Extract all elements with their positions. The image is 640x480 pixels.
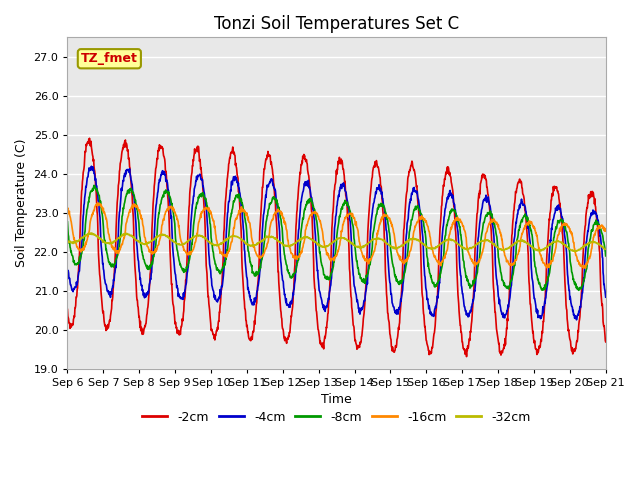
-16cm — [184, 252, 191, 258]
-2cm — [86, 135, 93, 141]
-16cm — [171, 209, 179, 215]
-4cm — [602, 294, 609, 300]
-8cm — [491, 221, 499, 227]
-4cm — [491, 241, 499, 247]
-2cm — [463, 354, 470, 360]
-16cm — [244, 217, 252, 223]
-8cm — [90, 182, 98, 188]
-4cm — [573, 317, 580, 323]
-32cm — [87, 230, 95, 236]
-16cm — [63, 206, 71, 212]
-8cm — [244, 243, 252, 249]
-4cm — [420, 266, 428, 272]
-2cm — [184, 245, 191, 251]
X-axis label: Time: Time — [321, 393, 352, 406]
-8cm — [63, 219, 71, 225]
-16cm — [420, 216, 428, 222]
-32cm — [491, 242, 499, 248]
-32cm — [244, 242, 252, 248]
-2cm — [171, 312, 179, 318]
-8cm — [184, 264, 191, 269]
-4cm — [171, 264, 179, 269]
-16cm — [538, 255, 546, 261]
-16cm — [580, 265, 588, 271]
-2cm — [539, 330, 547, 336]
Line: -8cm: -8cm — [67, 185, 605, 290]
-4cm — [63, 267, 71, 273]
-2cm — [491, 309, 499, 315]
-16cm — [95, 200, 102, 206]
Title: Tonzi Soil Temperatures Set C: Tonzi Soil Temperatures Set C — [214, 15, 459, 33]
-32cm — [602, 246, 609, 252]
-2cm — [63, 307, 71, 312]
-8cm — [171, 218, 179, 224]
Text: TZ_fmet: TZ_fmet — [81, 52, 138, 65]
-16cm — [602, 228, 609, 234]
-4cm — [538, 312, 546, 318]
-2cm — [244, 330, 252, 336]
-32cm — [538, 247, 546, 252]
-4cm — [88, 163, 95, 169]
Line: -32cm: -32cm — [67, 233, 605, 252]
Line: -4cm: -4cm — [67, 166, 605, 320]
-32cm — [571, 249, 579, 254]
-4cm — [244, 287, 252, 292]
Line: -2cm: -2cm — [67, 138, 605, 357]
-4cm — [184, 269, 191, 275]
-8cm — [575, 288, 582, 293]
-32cm — [63, 238, 71, 243]
-8cm — [420, 225, 428, 230]
-32cm — [171, 239, 179, 245]
-16cm — [491, 217, 499, 223]
-8cm — [538, 286, 546, 292]
-32cm — [184, 239, 191, 244]
-2cm — [420, 319, 428, 324]
-2cm — [602, 339, 609, 345]
Y-axis label: Soil Temperature (C): Soil Temperature (C) — [15, 139, 28, 267]
Line: -16cm: -16cm — [67, 203, 605, 268]
Legend: -2cm, -4cm, -8cm, -16cm, -32cm: -2cm, -4cm, -8cm, -16cm, -32cm — [138, 406, 536, 429]
-8cm — [602, 253, 609, 259]
-32cm — [420, 241, 428, 247]
